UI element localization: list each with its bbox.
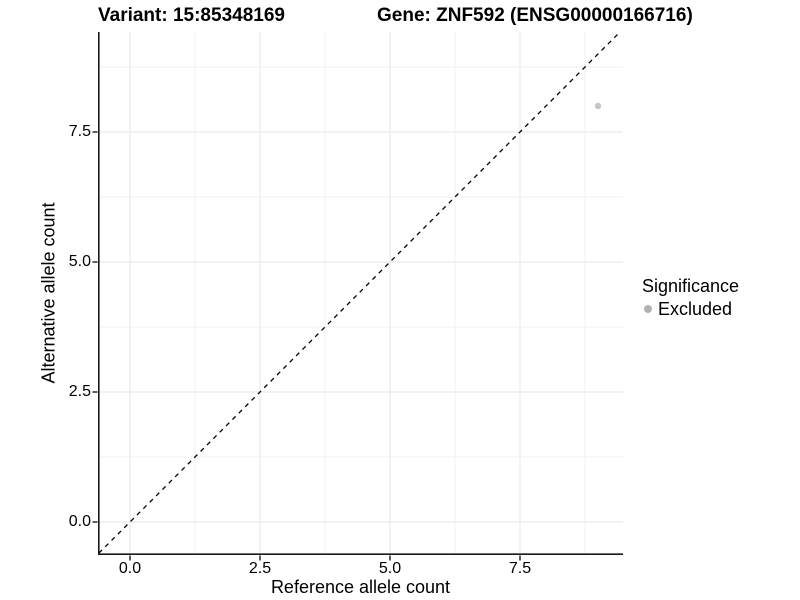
plot-title-gene: Gene: ZNF592 (ENSG00000166716) — [377, 5, 693, 26]
y-tick-label: 7.5 — [68, 123, 91, 140]
y-tick-label: 0.0 — [68, 513, 91, 530]
x-axis-title: Reference allele count — [270, 577, 451, 597]
x-tick-label: 5.0 — [378, 560, 402, 577]
x-tick-label: 7.5 — [508, 560, 532, 577]
y-tick-label: 2.5 — [68, 383, 91, 400]
plot-svg — [92, 31, 623, 561]
legend-point-icon — [644, 305, 652, 313]
x-tick-label: 2.5 — [248, 560, 272, 577]
x-tick-label: 0.0 — [118, 560, 142, 577]
legend: Significance Excluded — [642, 275, 739, 320]
legend-item-label: Excluded — [658, 298, 733, 319]
legend-title: Significance — [642, 276, 740, 296]
plot-title-variant: Variant: 15:85348169 — [98, 5, 285, 26]
y-tick-label: 5.0 — [68, 253, 91, 270]
y-axis-title: Alternative allele count — [38, 202, 59, 384]
legend-item-excluded: Excluded — [644, 298, 739, 320]
identity-line — [98, 31, 621, 554]
plot-panel — [92, 31, 623, 561]
data-point — [594, 102, 602, 110]
